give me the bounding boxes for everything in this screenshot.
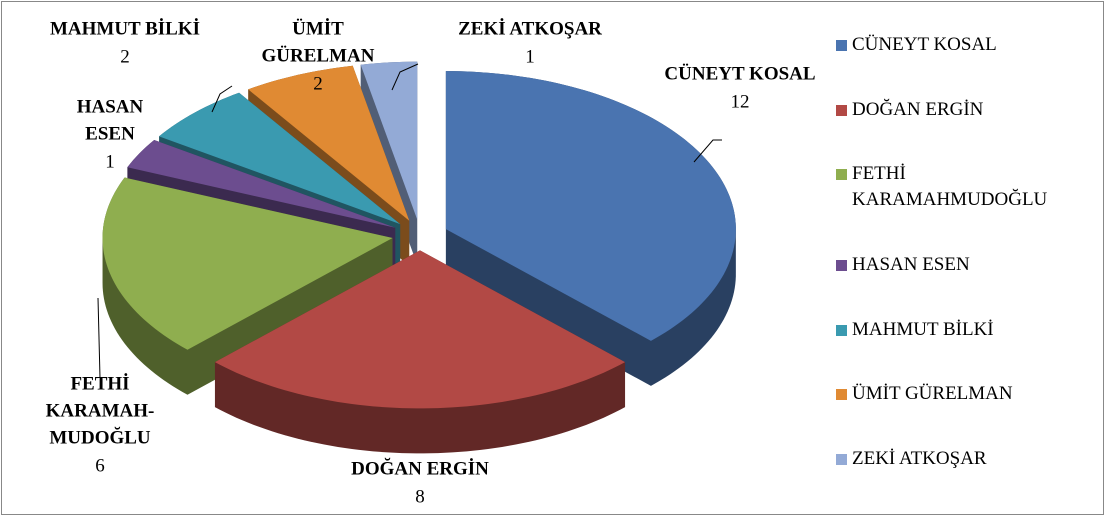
data-label-name: CÜNEYT KOSAL [664, 63, 815, 84]
data-label-name: KARAMAH- [46, 400, 155, 421]
legend-label: DOĞAN ERGİN [852, 98, 984, 120]
data-label-name: HASAN [77, 96, 144, 117]
legend-label: ÜMİT GÜRELMAN [852, 383, 1013, 405]
legend-label: CÜNEYT KOSAL [852, 34, 997, 55]
data-label-value: 1 [525, 46, 535, 67]
legend-label: ZEKİ ATKOŞAR [852, 447, 987, 469]
legend-swatch [836, 169, 847, 181]
legend-label: FETHİ KARAMAHMUDOĞLU [852, 163, 1048, 211]
data-label-name: MAHMUT BİLKİ [50, 18, 200, 39]
legend-label: MAHMUT BİLKİ [852, 318, 994, 340]
legend-item: DOĞAN ERGİN [836, 97, 1098, 123]
data-label-name: FETHİ [70, 373, 129, 394]
data-label-value: 2 [120, 46, 130, 67]
leader-line [693, 139, 722, 163]
data-label-name: MUDOĞLU [49, 426, 151, 448]
legend-item: MAHMUT BİLKİ [836, 317, 1098, 343]
slice [159, 92, 401, 225]
leader-line [97, 297, 101, 379]
data-label-name: ZEKİ ATKOŞAR [458, 18, 602, 39]
slice [445, 71, 736, 341]
data-label-name: DOĞAN ERGİN [351, 457, 489, 479]
legend-swatch [836, 324, 847, 336]
slice [248, 65, 410, 221]
pie [102, 61, 736, 454]
data-label-value: 8 [415, 486, 425, 507]
legend-label: HASAN ESEN [852, 253, 970, 275]
slice [127, 139, 396, 228]
slice [360, 61, 418, 220]
legend-item: ÜMİT GÜRELMAN [836, 381, 1098, 407]
legend-item: ZEKİ ATKOŞAR [836, 446, 1098, 472]
legend-swatch [836, 389, 847, 401]
leader-line [391, 63, 419, 91]
slice [214, 250, 626, 409]
data-label-value: 2 [313, 73, 323, 94]
legend-swatch [836, 40, 847, 51]
legend-swatch [836, 259, 847, 271]
legend-item: FETHİ KARAMAHMUDOĞLU [836, 161, 1098, 213]
data-label-name: ESEN [85, 123, 135, 144]
slice [102, 177, 393, 350]
data-label-name: ÜMİT [292, 18, 344, 39]
data-label-value: 12 [731, 91, 750, 112]
data-label-value: 6 [95, 455, 105, 476]
legend-swatch [836, 104, 847, 116]
leader-line [211, 85, 233, 113]
data-label-name: GÜRELMAN [262, 45, 375, 66]
legend: CÜNEYT KOSAL DOĞAN ERGİN FETHİ KARAMAHMUDO… [836, 32, 1098, 472]
data-label-value: 1 [105, 151, 115, 172]
legend-item: CÜNEYT KOSAL [836, 32, 1098, 58]
legend-swatch [836, 453, 847, 465]
legend-item: HASAN ESEN [836, 252, 1098, 278]
